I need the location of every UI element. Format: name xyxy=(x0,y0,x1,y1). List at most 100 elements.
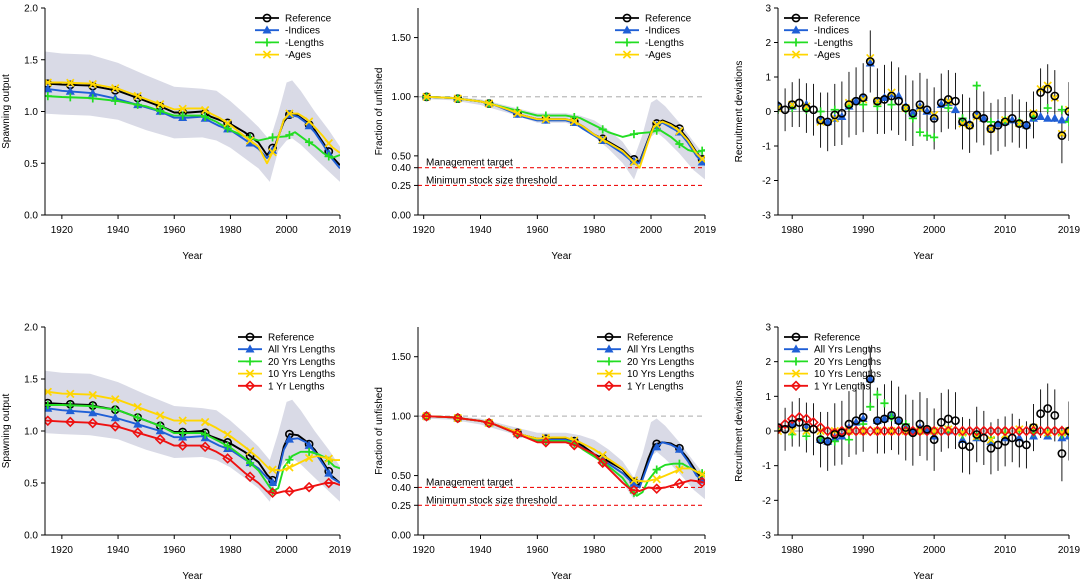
legend-swatch-marker xyxy=(622,50,632,59)
series-point xyxy=(1035,425,1046,437)
legend-swatch-marker xyxy=(791,13,801,23)
series-point xyxy=(986,124,996,134)
series-point xyxy=(245,458,255,468)
series-point xyxy=(844,98,854,108)
series-point xyxy=(887,410,896,420)
series-point xyxy=(901,103,911,113)
x-tick-label: 1980 xyxy=(219,225,242,236)
series-point xyxy=(851,96,861,106)
series-point xyxy=(886,425,897,437)
series-point xyxy=(200,417,210,427)
series-point xyxy=(780,424,790,434)
series-point xyxy=(922,424,932,434)
series-point xyxy=(894,416,904,425)
series-point xyxy=(944,96,953,106)
series-point xyxy=(951,96,960,106)
y-tick-label: 0.0 xyxy=(24,211,38,222)
series-point xyxy=(1000,436,1010,446)
series-point xyxy=(880,95,889,104)
y-tick-label: 0.0 xyxy=(24,531,38,542)
y-tick-label: 1.0 xyxy=(24,107,38,118)
series-point xyxy=(992,425,1004,437)
series-point xyxy=(65,406,75,415)
series-point xyxy=(944,103,953,113)
series-point xyxy=(133,413,142,422)
y-tick-label: 0 xyxy=(765,427,771,438)
y-tick-label: 2 xyxy=(765,38,771,49)
series-point xyxy=(816,107,825,116)
legend-label: Reference xyxy=(814,333,861,344)
series-point xyxy=(111,96,120,105)
series-point xyxy=(675,465,684,474)
series-point xyxy=(958,117,967,127)
x-tick-label: 1920 xyxy=(413,225,436,236)
plot-area xyxy=(778,347,1069,482)
series-point xyxy=(629,129,639,139)
legend-swatch-marker xyxy=(791,332,801,342)
series-point xyxy=(778,103,783,113)
series-point xyxy=(652,120,661,129)
legend-swatch-marker xyxy=(245,344,255,353)
management-target-label: Management target xyxy=(426,477,513,488)
legend-swatch-marker xyxy=(262,50,272,59)
series-point xyxy=(66,389,75,399)
series-point xyxy=(268,477,278,486)
series-point xyxy=(177,440,188,451)
series-point xyxy=(1050,410,1060,420)
x-tick-label: 1920 xyxy=(51,225,74,236)
series-point xyxy=(323,477,335,489)
series-point xyxy=(628,484,640,496)
series-point xyxy=(1056,425,1068,437)
series-point xyxy=(304,138,314,147)
y-tick-label: 1.5 xyxy=(24,375,38,386)
series-point xyxy=(324,139,333,148)
series-point xyxy=(979,433,989,443)
series-point xyxy=(1029,423,1038,432)
series-point xyxy=(453,94,462,103)
series-point xyxy=(972,430,982,439)
legend-label: All Yrs Lengths xyxy=(268,345,335,356)
series-20-yrs-lengths xyxy=(45,400,340,496)
x-tick-label: 2010 xyxy=(994,225,1017,236)
y-tick-label: 0.5 xyxy=(24,159,38,170)
series-point xyxy=(1036,409,1046,419)
series-point xyxy=(1013,425,1025,437)
x-tick-label: 2019 xyxy=(329,225,352,236)
plot-area xyxy=(45,370,340,502)
panel-p5: Management target Minimum stock size thre… xyxy=(374,327,717,582)
series-point xyxy=(178,416,187,425)
legend-swatch-marker xyxy=(604,344,614,353)
x-axis-title: Year xyxy=(182,571,203,582)
legend-label: -Indices xyxy=(645,26,680,37)
y-tick-label: 0.00 xyxy=(392,211,412,222)
x-tick-label: 2000 xyxy=(275,225,298,236)
series-point xyxy=(793,411,805,423)
y-tick-label: 2.0 xyxy=(24,4,38,15)
series-point xyxy=(1050,91,1060,101)
series-point xyxy=(858,412,868,422)
x-tick-label: 2000 xyxy=(275,545,298,556)
y-tick-label: -3 xyxy=(762,531,771,542)
y-tick-label: -2 xyxy=(762,496,771,507)
series-point xyxy=(652,126,661,135)
series-point xyxy=(908,114,917,123)
series-point xyxy=(284,485,295,497)
y-tick-label: 1.50 xyxy=(392,33,412,44)
series-point xyxy=(66,78,75,88)
series-point xyxy=(598,450,607,460)
legend-label: All Yrs Lengths xyxy=(627,345,694,356)
series-point xyxy=(880,399,889,408)
x-tick-label: 1920 xyxy=(413,545,436,556)
series-point xyxy=(155,100,165,109)
series-point xyxy=(873,390,882,399)
series-point xyxy=(421,410,432,422)
series-point xyxy=(540,436,552,448)
y-tick-label: 0.50 xyxy=(392,471,412,482)
series-point xyxy=(808,417,819,428)
series-point xyxy=(944,425,953,434)
series-point xyxy=(88,79,97,89)
y-tick-label: 0 xyxy=(765,107,771,118)
x-tick-label: 2019 xyxy=(1058,225,1081,236)
series-point xyxy=(844,419,854,429)
minimum-stock-threshold-label: Minimum stock size threshold xyxy=(426,175,557,186)
